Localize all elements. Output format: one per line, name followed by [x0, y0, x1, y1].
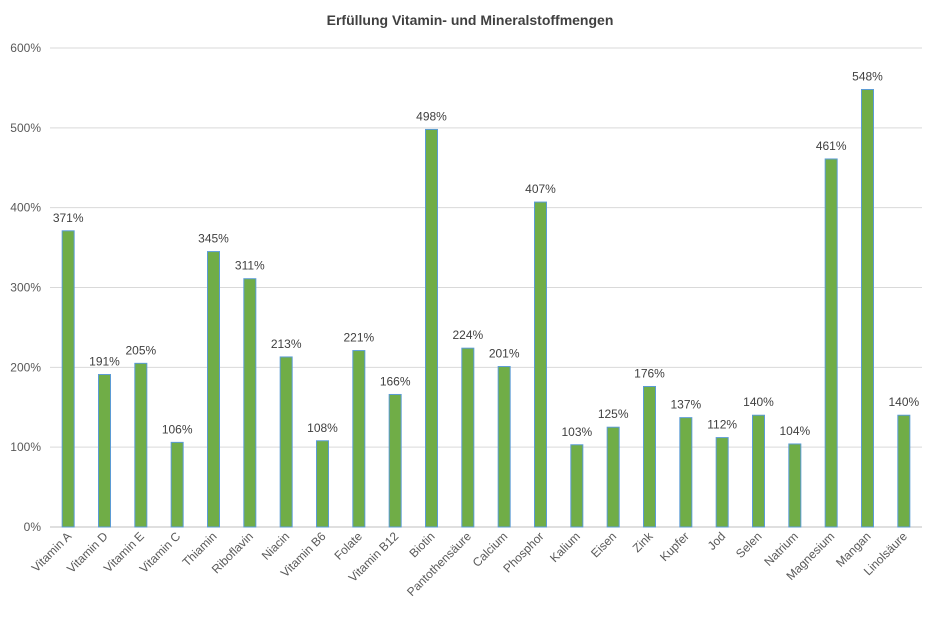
data-label: 106% — [162, 422, 193, 436]
bar — [461, 347, 475, 528]
data-label: 311% — [235, 259, 265, 273]
x-tick-label: Folate — [331, 529, 365, 563]
data-label: 201% — [489, 347, 520, 361]
bar — [643, 385, 656, 528]
x-tick-label: Biotin — [406, 529, 437, 560]
data-label: 176% — [634, 366, 665, 380]
bar — [279, 356, 293, 528]
data-label: 461% — [816, 139, 847, 153]
y-tick-label: 500% — [10, 121, 41, 135]
bar — [170, 441, 184, 528]
data-label: 345% — [198, 232, 229, 246]
y-tick-label: 300% — [10, 281, 41, 295]
x-tick-label: Jod — [705, 529, 729, 553]
data-label: 371% — [53, 211, 84, 225]
bar — [679, 417, 693, 528]
bar — [98, 374, 111, 528]
bar — [316, 440, 329, 528]
bar — [352, 350, 366, 528]
bar — [861, 89, 874, 528]
x-tick-label: Zink — [630, 529, 657, 556]
data-labels: 371% 191% 205% 106% 345% 311% 213% 108% 221% 166%… — [53, 70, 920, 439]
data-label: 112% — [707, 418, 737, 432]
data-label: 137% — [670, 398, 701, 412]
data-label: 548% — [852, 70, 883, 84]
bar — [425, 128, 438, 528]
bar — [715, 437, 729, 528]
y-tick-label: 200% — [10, 360, 41, 374]
bar — [824, 158, 838, 528]
x-tick-label: Selen — [733, 529, 765, 561]
chart-title: Erfüllung Vitamin- und Mineralstoffmenge… — [327, 12, 614, 28]
bar — [570, 444, 584, 528]
bar — [534, 201, 547, 528]
x-tick-label: Pantothensäure — [404, 529, 474, 599]
bar — [606, 426, 620, 528]
bar — [897, 414, 911, 528]
data-label: 140% — [888, 395, 919, 409]
y-tick-label: 100% — [10, 440, 41, 454]
bar — [61, 230, 75, 528]
data-label: 166% — [380, 374, 411, 388]
x-tick-label: Kupfer — [657, 529, 692, 564]
x-tick-label: Kalium — [547, 529, 583, 565]
bar — [497, 366, 511, 528]
bar — [752, 414, 765, 528]
data-label: 125% — [598, 407, 629, 421]
data-label: 104% — [779, 424, 810, 438]
y-tick-label: 0% — [24, 520, 42, 534]
gridlines — [50, 47, 922, 528]
y-tick-label: 600% — [10, 41, 41, 55]
data-label: 140% — [743, 395, 774, 409]
bar — [134, 362, 148, 528]
data-label: 224% — [452, 328, 483, 342]
data-label: 498% — [416, 109, 447, 123]
x-tick-label: Eisen — [588, 529, 619, 560]
data-label: 205% — [125, 343, 156, 357]
x-tick-label: Niacin — [259, 529, 292, 562]
bars — [61, 89, 911, 528]
data-label: 407% — [525, 182, 556, 196]
bar — [388, 393, 402, 528]
bar — [207, 251, 220, 528]
y-tick-label: 400% — [10, 201, 41, 215]
y-axis-ticks: 0% 100% 200% 300% 400% 500% 600% — [10, 41, 41, 534]
bar — [788, 443, 802, 528]
data-label: 221% — [343, 331, 374, 345]
data-label: 108% — [307, 421, 338, 435]
data-label: 191% — [89, 355, 120, 369]
bar — [243, 278, 257, 528]
data-label: 103% — [561, 425, 592, 439]
data-label: 213% — [271, 337, 302, 351]
